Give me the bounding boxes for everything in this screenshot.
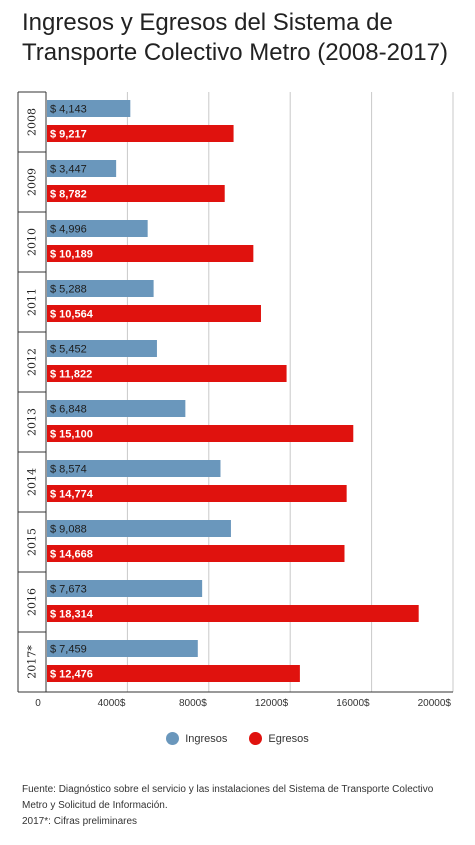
data-label-egresos: $ 11,822 [50, 369, 92, 381]
bar-chart: 2008 2009 2010 2011 2012 2013 2014 2015 2016 2017… [17, 91, 454, 709]
data-label-egresos: $ 14,668 [50, 549, 93, 561]
bar-egresos [47, 365, 287, 382]
data-label-egresos: $ 10,564 [50, 309, 94, 321]
x-tick-label: 20000$ [418, 698, 452, 709]
data-label-ingresos: $ 6,848 [50, 404, 87, 416]
bar-egresos [47, 605, 419, 622]
bar-egresos [47, 545, 345, 562]
data-label-egresos: $ 18,314 [50, 609, 94, 621]
bar-ingresos [47, 220, 148, 237]
data-label-ingresos: $ 5,288 [50, 284, 87, 296]
bar-egresos [47, 485, 347, 502]
bar-ingresos [47, 400, 186, 417]
data-label-egresos: $ 15,100 [50, 429, 93, 441]
category-label: 2013 [26, 408, 39, 436]
category-label: 2017* [26, 645, 39, 679]
data-label-ingresos: $ 4,996 [50, 224, 87, 236]
bar-egresos [47, 125, 234, 142]
grid-lines [17, 91, 454, 693]
category-label: 2016 [26, 588, 39, 616]
x-axis: 0 4000$ 8000$ 12000$ 16000$ 20000$ [35, 691, 453, 709]
data-label-egresos: $ 8,782 [50, 189, 87, 201]
legend: Ingresos Egresos [0, 732, 475, 745]
chart-title: Ingresos y Egresos del Sistema de Transp… [22, 9, 448, 66]
bar-egresos [47, 185, 225, 202]
data-label-egresos: $ 12,476 [50, 669, 93, 681]
legend-swatch-egresos [249, 732, 263, 745]
x-tick-label: 12000$ [255, 698, 289, 709]
bar-ingresos [47, 100, 131, 117]
category-label: 2011 [26, 288, 39, 316]
data-label-ingresos: $ 5,452 [50, 344, 87, 356]
bar-egresos [47, 425, 354, 442]
bar-egresos [47, 245, 254, 262]
bar-ingresos [47, 460, 221, 477]
data-label-ingresos: $ 8,574 [50, 464, 87, 476]
source-note: Fuente: Diagnóstico sobre el servicio y … [22, 784, 434, 811]
data-label-egresos: $ 10,189 [50, 249, 93, 261]
category-label: 2009 [26, 168, 39, 196]
legend-item-egresos: Egresos [249, 732, 309, 745]
x-tick-label: 4000$ [98, 698, 126, 709]
bar-ingresos [47, 160, 117, 177]
x-tick-label: 8000$ [179, 698, 207, 709]
data-label-ingresos: $ 3,447 [50, 164, 87, 176]
category-label: 2014 [26, 468, 39, 496]
bar-egresos [47, 665, 300, 682]
data-label-ingresos: $ 7,459 [50, 644, 87, 656]
footer: Fuente: Diagnóstico sobre el servicio y … [22, 782, 452, 830]
bar-ingresos [47, 640, 198, 657]
category-labels: 2008 2009 2010 2011 2012 2013 2014 2015 2016 2017… [26, 108, 39, 679]
category-label: 2015 [26, 528, 39, 556]
data-label-ingresos: $ 7,673 [50, 584, 87, 596]
category-label: 2012 [26, 348, 39, 376]
legend-item-ingresos: Ingresos [166, 732, 227, 745]
x-tick-label: 0 [35, 698, 41, 709]
bar-ingresos [47, 280, 154, 297]
preliminary-note: 2017*: Cifras preliminares [22, 816, 138, 827]
bar-ingresos [47, 340, 157, 357]
bars: $ 4,143 $ 9,217 $ 3,447 $ 8,782 $ 4,996 $ 10,… [47, 100, 419, 682]
bar-ingresos [47, 520, 231, 537]
category-label: 2010 [26, 228, 39, 256]
data-label-ingresos: $ 9,088 [50, 524, 87, 536]
bar-ingresos [47, 580, 203, 597]
data-label-ingresos: $ 4,143 [50, 104, 87, 116]
legend-swatch-ingresos [166, 732, 180, 745]
legend-label-ingresos: Ingresos [185, 732, 228, 745]
data-label-egresos: $ 14,774 [50, 489, 94, 501]
legend-label-egresos: Egresos [268, 732, 309, 745]
data-label-egresos: $ 9,217 [50, 129, 87, 141]
category-label: 2008 [26, 108, 39, 136]
bar-egresos [47, 305, 261, 322]
x-tick-label: 16000$ [336, 698, 370, 709]
